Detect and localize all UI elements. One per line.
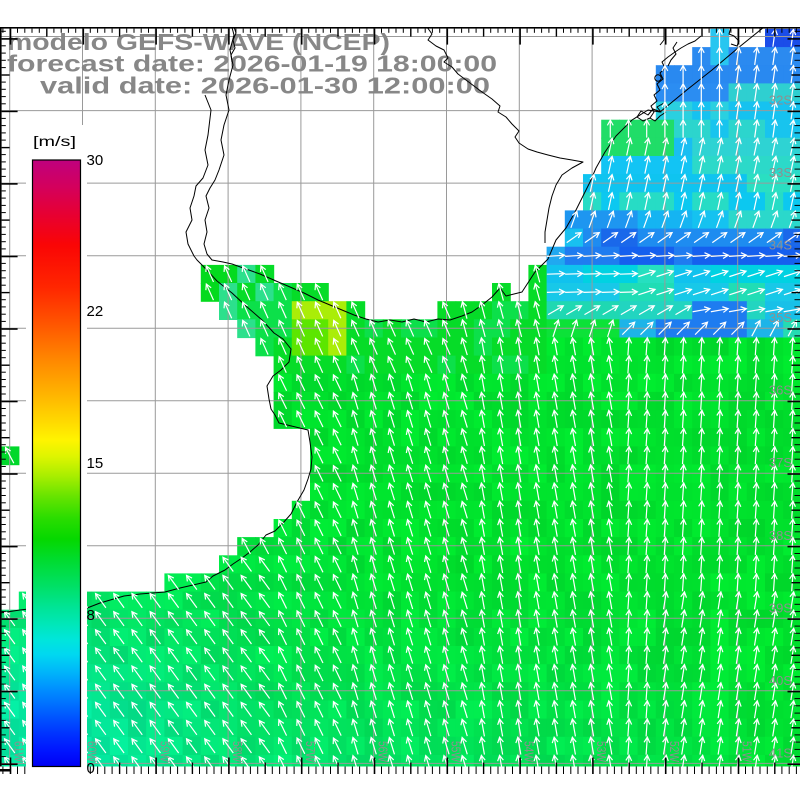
svg-text:59W: 59W bbox=[157, 741, 171, 762]
svg-text:54W: 54W bbox=[521, 741, 535, 762]
svg-text:55W: 55W bbox=[449, 741, 463, 762]
svg-text:52W: 52W bbox=[667, 741, 681, 762]
svg-text:39S: 39S bbox=[769, 600, 792, 615]
svg-text:51W: 51W bbox=[740, 741, 754, 762]
svg-text:36S: 36S bbox=[769, 383, 792, 398]
svg-text:forecast date: 2026-01-19 18:0: forecast date: 2026-01-19 18:00:00 bbox=[7, 51, 497, 77]
svg-text:40S: 40S bbox=[769, 673, 792, 688]
svg-text:valid date: 2026-01-30 12:00:0: valid date: 2026-01-30 12:00:00 bbox=[40, 73, 490, 99]
svg-text:57W: 57W bbox=[303, 741, 317, 762]
svg-text:32S: 32S bbox=[769, 93, 792, 108]
svg-text:60W: 60W bbox=[85, 741, 99, 762]
svg-text:61W: 61W bbox=[12, 741, 26, 762]
svg-text:0: 0 bbox=[87, 760, 95, 777]
svg-text:8: 8 bbox=[87, 607, 95, 624]
svg-text:53W: 53W bbox=[594, 741, 608, 762]
svg-text:38S: 38S bbox=[769, 528, 792, 543]
svg-text:33S: 33S bbox=[769, 165, 792, 180]
svg-text:41S: 41S bbox=[769, 745, 792, 760]
svg-text:37S: 37S bbox=[769, 455, 792, 470]
svg-text:[m/s]: [m/s] bbox=[33, 133, 76, 149]
svg-text:58W: 58W bbox=[230, 741, 244, 762]
svg-text:56W: 56W bbox=[376, 741, 390, 762]
svg-text:15: 15 bbox=[87, 455, 104, 472]
svg-text:30: 30 bbox=[87, 152, 104, 169]
svg-text:22: 22 bbox=[87, 303, 104, 320]
svg-text:35S: 35S bbox=[769, 310, 792, 325]
svg-text:34S: 34S bbox=[769, 238, 792, 253]
svg-text:modelo GEFS-WAVE (NCEP): modelo GEFS-WAVE (NCEP) bbox=[7, 29, 390, 55]
